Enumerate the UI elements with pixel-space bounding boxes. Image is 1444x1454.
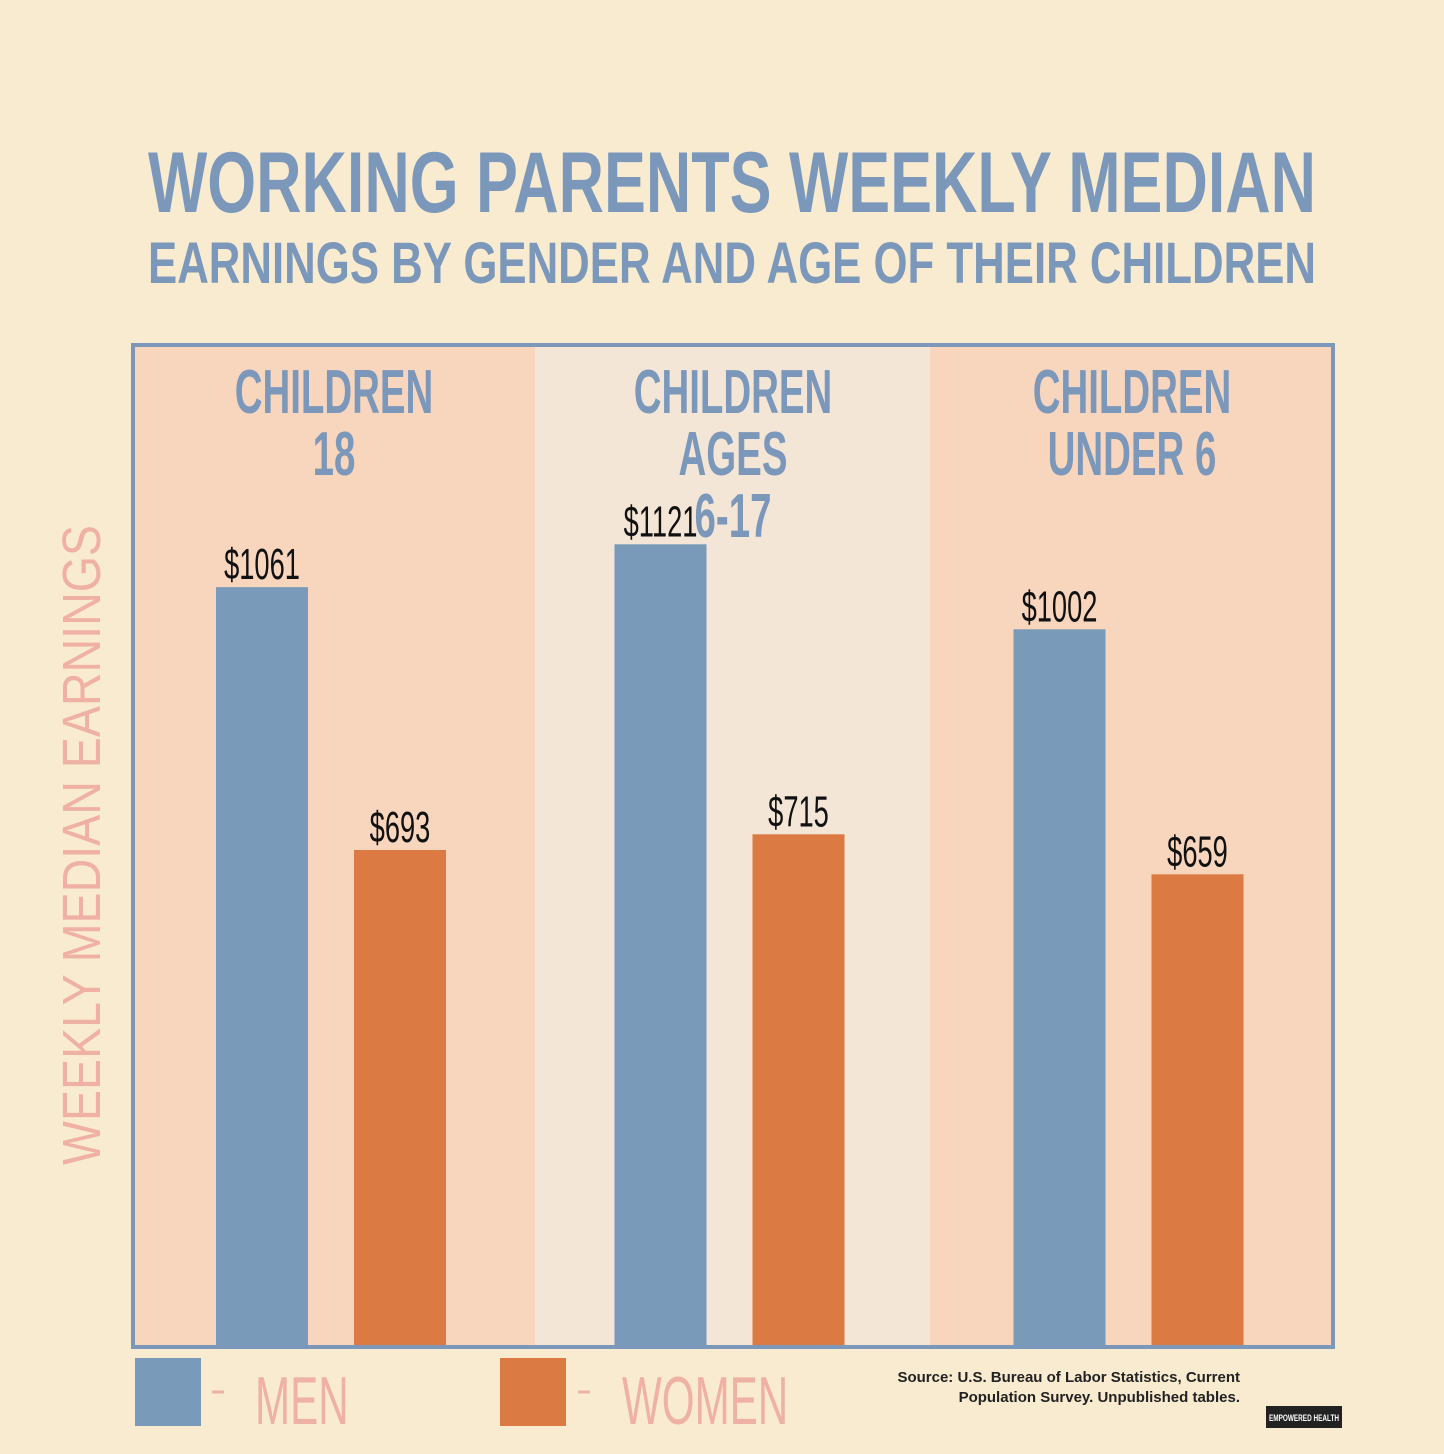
bar bbox=[614, 544, 707, 1345]
bar bbox=[1151, 874, 1244, 1345]
frame bbox=[131, 343, 1335, 1349]
chart-subtitle: EARNINGS BY GENDER AND AGE OF THEIR CHIL… bbox=[148, 231, 1316, 296]
bar bbox=[216, 587, 308, 1345]
legend-label: MEN bbox=[255, 1363, 349, 1439]
chart-title: WORKING PARENTS WEEKLY MEDIAN bbox=[148, 135, 1316, 231]
panel bbox=[133, 345, 535, 1347]
value-label: $659 bbox=[1167, 827, 1228, 876]
legend-swatch bbox=[135, 1358, 201, 1426]
logo: EMPOWERED HEALTH bbox=[1269, 1413, 1339, 1423]
value-label: $1002 bbox=[1022, 582, 1098, 631]
category-label: CHILDREN AGES 6-17 bbox=[633, 358, 832, 551]
category-label: CHILDREN 18 bbox=[234, 358, 434, 489]
bar bbox=[354, 850, 446, 1345]
value-label: $693 bbox=[370, 802, 431, 851]
bar bbox=[1013, 629, 1106, 1345]
panel bbox=[930, 345, 1333, 1347]
value-label: $1061 bbox=[224, 539, 300, 588]
value-label: $715 bbox=[768, 787, 829, 836]
source-note: Source: U.S. Bureau of Labor Statistics,… bbox=[897, 1369, 1240, 1406]
legend-label: WOMEN bbox=[622, 1363, 788, 1439]
value-label: $1121 bbox=[624, 497, 698, 546]
logo-box bbox=[1266, 1406, 1342, 1428]
panel bbox=[535, 345, 930, 1347]
y-axis-label: WEEKLY MEDIAN EARNINGS bbox=[52, 525, 112, 1165]
bar bbox=[752, 834, 845, 1345]
legend-swatch bbox=[500, 1358, 566, 1426]
category-label: CHILDREN UNDER 6 bbox=[1032, 358, 1231, 489]
